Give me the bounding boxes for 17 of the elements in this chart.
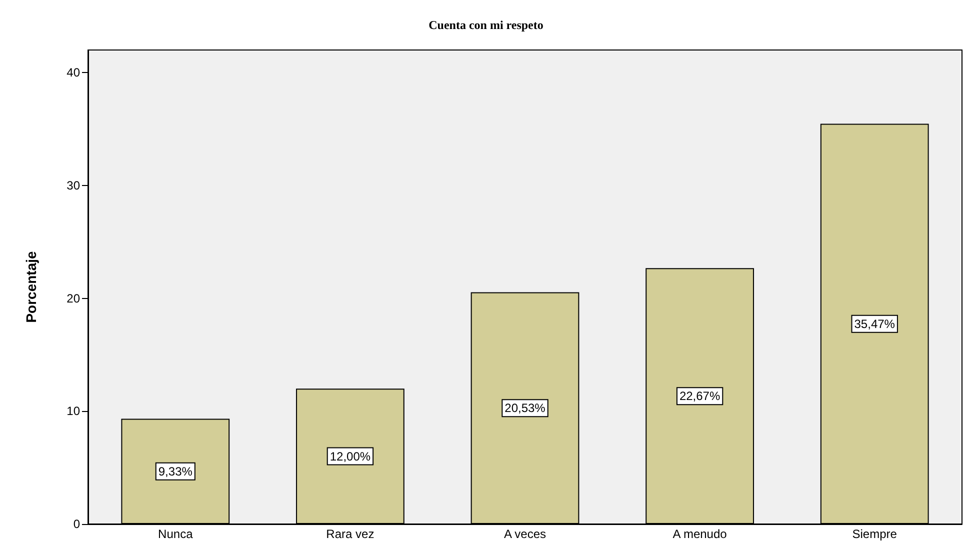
data-label: 9,33% (158, 464, 193, 478)
y-axis-title: Porcentaje (23, 250, 39, 323)
x-tick-label: Rara vez (326, 527, 374, 541)
chart-title: Cuenta con mi respeto (428, 18, 544, 32)
x-tick-label: A menudo (672, 527, 728, 541)
x-tick-label: A veces (504, 527, 546, 541)
data-label: 20,53% (504, 401, 546, 416)
y-tick-label: 40 (66, 66, 80, 80)
x-tick-label: Siempre (852, 527, 898, 541)
y-tick-label: 10 (66, 404, 80, 418)
data-label: 12,00% (330, 449, 371, 464)
y-tick-label: 20 (66, 291, 80, 306)
data-label: 22,67% (679, 389, 720, 404)
data-label: 35,47% (854, 316, 896, 331)
y-tick-label: 30 (66, 178, 80, 192)
y-tick-label: 0 (73, 517, 80, 531)
x-tick-label: Nunca (158, 527, 194, 541)
